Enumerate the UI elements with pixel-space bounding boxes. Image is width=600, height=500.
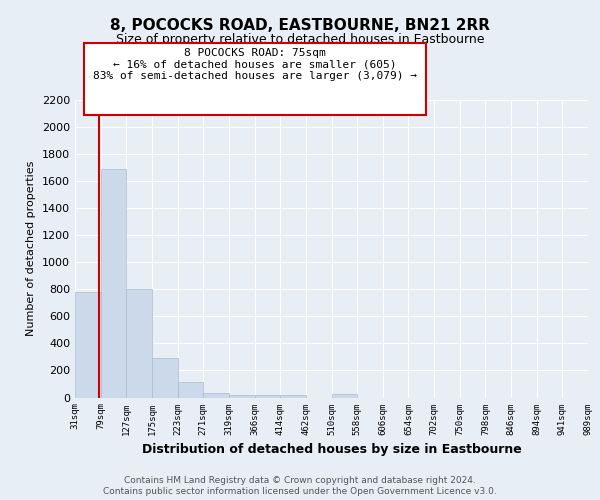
Bar xyxy=(280,395,306,398)
Text: 8, POCOCKS ROAD, EASTBOURNE, BN21 2RR: 8, POCOCKS ROAD, EASTBOURNE, BN21 2RR xyxy=(110,18,490,32)
Bar xyxy=(229,394,254,398)
Bar xyxy=(101,169,127,398)
Bar xyxy=(75,292,101,398)
Y-axis label: Number of detached properties: Number of detached properties xyxy=(26,161,37,336)
Bar xyxy=(127,290,152,398)
Text: Contains public sector information licensed under the Open Government Licence v3: Contains public sector information licen… xyxy=(103,488,497,496)
Text: Contains HM Land Registry data © Crown copyright and database right 2024.: Contains HM Land Registry data © Crown c… xyxy=(124,476,476,485)
Text: 8 POCOCKS ROAD: 75sqm
← 16% of detached houses are smaller (605)
83% of semi-det: 8 POCOCKS ROAD: 75sqm ← 16% of detached … xyxy=(93,48,417,80)
Bar xyxy=(254,395,280,398)
Bar xyxy=(178,382,203,398)
X-axis label: Distribution of detached houses by size in Eastbourne: Distribution of detached houses by size … xyxy=(142,443,521,456)
Bar xyxy=(331,394,357,398)
Text: Size of property relative to detached houses in Eastbourne: Size of property relative to detached ho… xyxy=(116,32,484,46)
Bar xyxy=(152,358,178,398)
Bar xyxy=(203,393,229,398)
